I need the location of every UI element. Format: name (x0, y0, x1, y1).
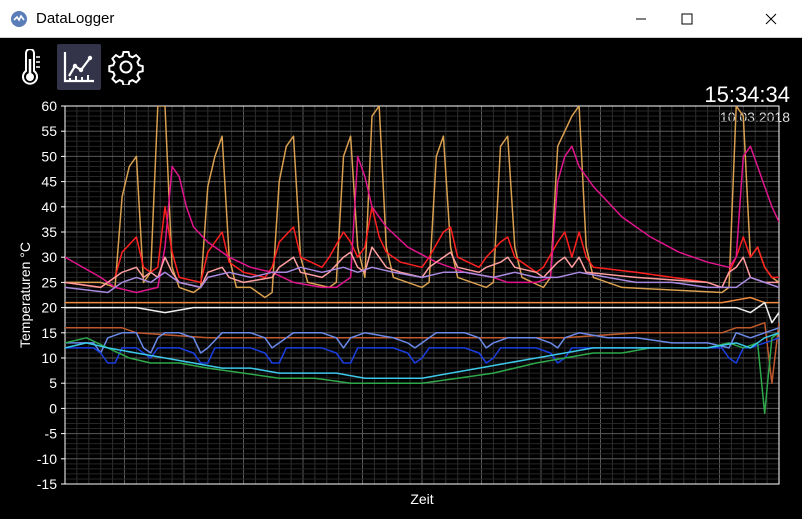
series-line-9 (65, 327, 779, 354)
y-tick-label: 60 (41, 98, 57, 114)
y-tick-label: 35 (41, 224, 57, 240)
y-tick-label: 15 (41, 325, 57, 341)
thermometer-icon (22, 49, 40, 85)
y-tick-label: 25 (41, 274, 57, 290)
minimize-button[interactable] (618, 0, 664, 37)
y-tick-label: 10 (41, 350, 57, 366)
maximize-button[interactable] (664, 0, 710, 37)
minimize-icon (636, 18, 646, 19)
y-tick-label: 50 (41, 148, 57, 164)
series-line-2 (65, 206, 779, 289)
y-tick-label: 5 (49, 375, 57, 391)
close-icon (765, 13, 777, 24)
series-line-11 (65, 332, 779, 415)
chart-button[interactable] (57, 44, 101, 90)
y-tick-label: 55 (41, 123, 57, 139)
toolbar: 15:34:34 10.03.2018 (0, 38, 802, 125)
series-line-5 (65, 266, 779, 294)
y-tick-label: 30 (41, 249, 57, 265)
y-tick-label: 20 (41, 300, 57, 316)
thermometer-button[interactable] (8, 44, 52, 90)
x-axis-label: Zeit (410, 491, 433, 507)
y-tick-label: -15 (37, 476, 57, 492)
close-button[interactable] (748, 0, 794, 37)
app-logo-icon (11, 11, 27, 27)
settings-button[interactable] (104, 44, 148, 90)
y-tick-label: -10 (37, 451, 57, 467)
temperature-chart: 605550454035302520151050-5-10-15Temperat… (17, 98, 780, 507)
plot-frame (64, 105, 780, 485)
y-tick-label: 45 (41, 174, 57, 190)
series-line-3 (65, 145, 779, 294)
series-line-12 (65, 332, 779, 379)
line-chart-icon (63, 52, 94, 83)
series-line-6 (65, 296, 779, 304)
series-line-1 (65, 106, 779, 299)
y-tick-label: 0 (49, 400, 57, 416)
y-axis-label: Temperaturen °C (17, 242, 33, 348)
maximize-icon (681, 13, 693, 24)
gear-icon (108, 51, 144, 85)
y-tick-label: 40 (41, 199, 57, 215)
title-bar: DataLogger (0, 0, 802, 38)
window-title: DataLogger (36, 10, 115, 27)
series-line-7 (65, 301, 779, 324)
clock-time: 15:34:34 (704, 82, 790, 107)
y-tick-label: -5 (45, 426, 58, 442)
